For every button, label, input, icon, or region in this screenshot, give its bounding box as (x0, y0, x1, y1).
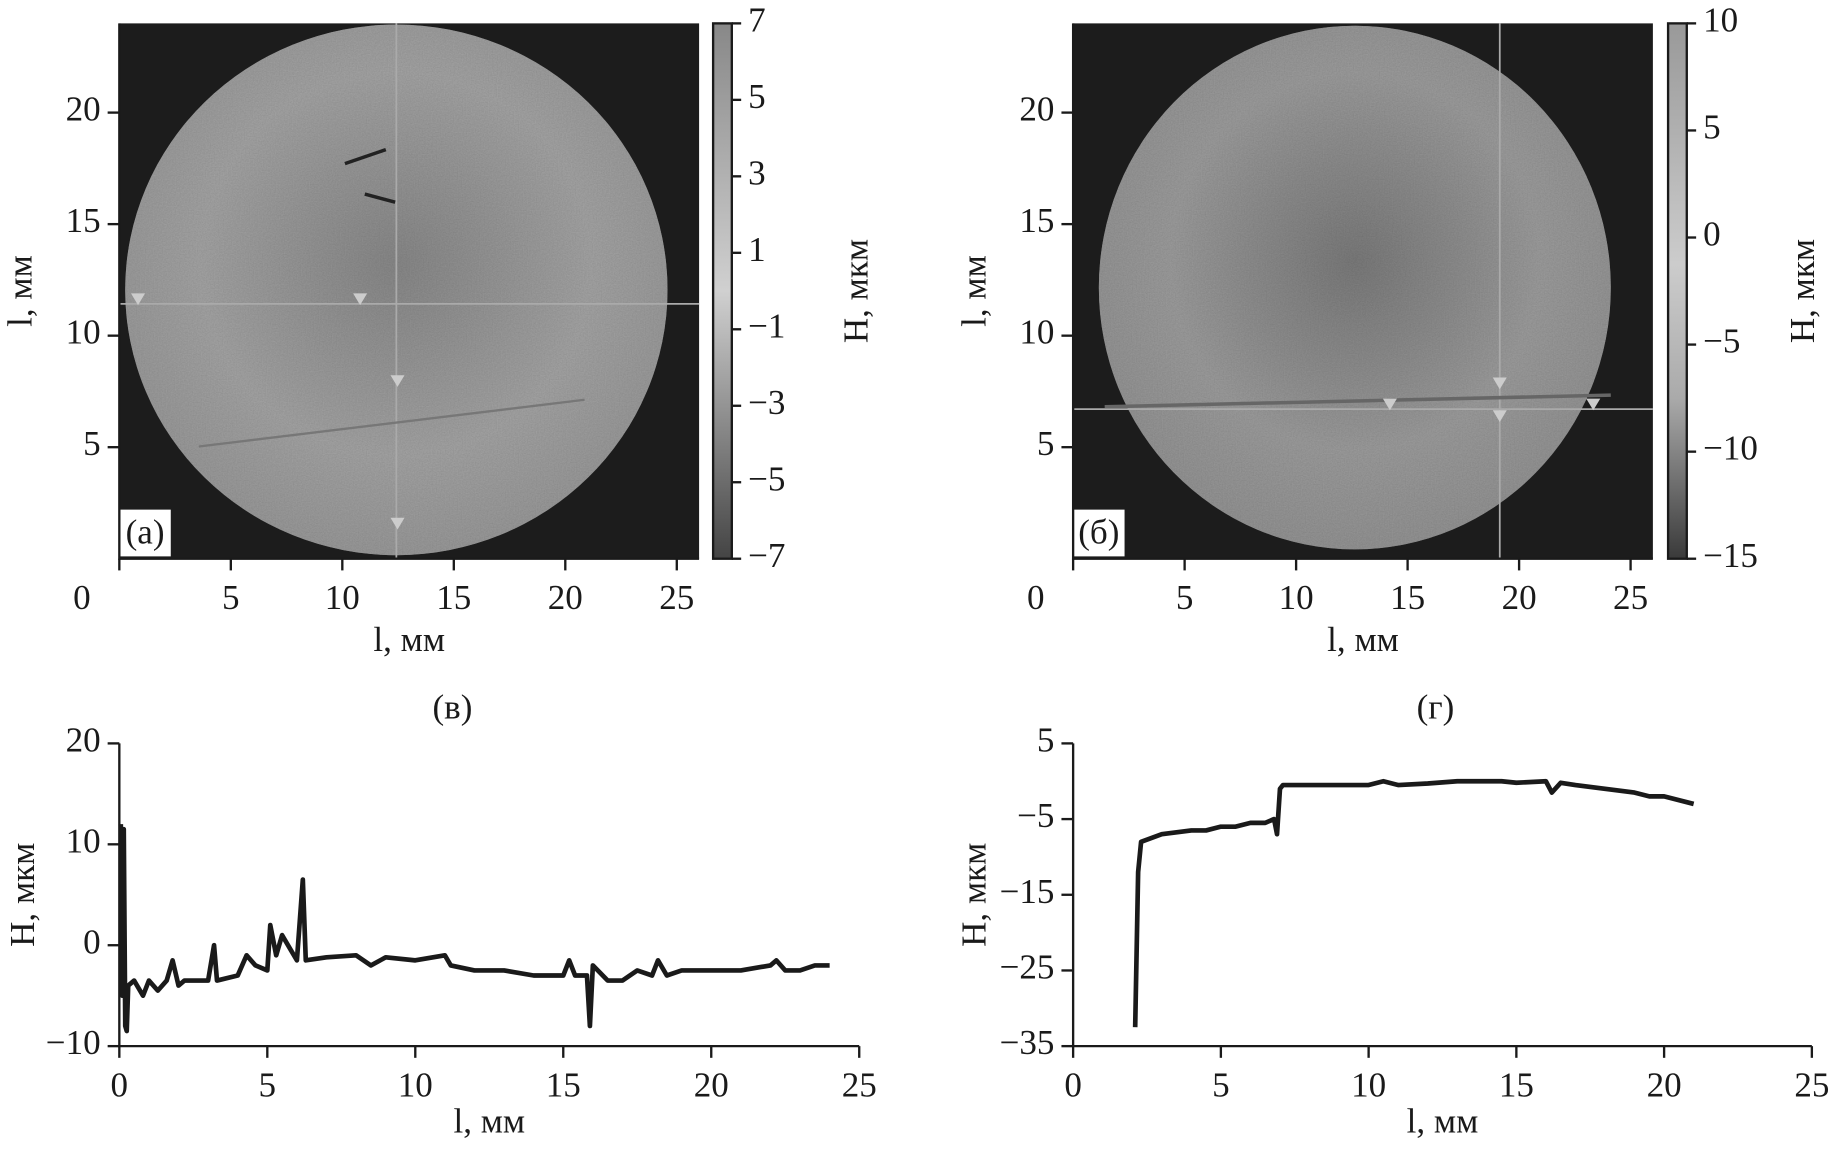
x-tick-label: 10 (325, 578, 360, 617)
data-line (1132, 778, 1695, 1028)
y-tick-label: 0 (83, 922, 101, 961)
x-tick-label: 20 (1502, 578, 1537, 617)
colorbar-tick-label: 3 (748, 153, 766, 192)
y-tick-label: 20 (1019, 90, 1054, 129)
y-tick-label: 20 (66, 720, 101, 759)
x-tick-label: 5 (259, 1065, 277, 1104)
y-tick-label: −35 (1000, 1023, 1055, 1062)
x-tick-label: 25 (1794, 1065, 1829, 1104)
colorbar-tick-label: −5 (748, 459, 785, 498)
y-tick-label: −15 (1000, 872, 1055, 911)
colorbar-tick-label: −1 (748, 306, 785, 345)
y-tick-label: −5 (1017, 796, 1054, 835)
data-line (118, 824, 830, 1034)
y-tick-label: 5 (83, 424, 101, 463)
colorbar-tick-label: −7 (748, 536, 785, 575)
colorbar-frame (1666, 22, 1688, 560)
colorbar-tick-label: 0 (1703, 215, 1721, 254)
y-axis-label: l, мм (954, 255, 993, 327)
y-tick-label: −25 (1000, 948, 1055, 987)
x-axis-label: l, мм (1327, 620, 1399, 659)
axis-line (118, 743, 860, 1048)
x-tick-label: 0 (1027, 578, 1045, 617)
x-axis-label: l, мм (373, 620, 445, 659)
colorbar-label: H, мкм (1783, 239, 1822, 343)
x-tick-label: 15 (546, 1065, 581, 1104)
y-tick-label: 15 (66, 201, 101, 240)
x-tick-label: 0 (1064, 1065, 1082, 1104)
colorbar-tick-label: 10 (1703, 0, 1738, 39)
axis-line (118, 23, 700, 560)
x-axis-label: l, мм (1407, 1102, 1479, 1141)
x-tick-label: 25 (842, 1065, 877, 1104)
y-tick-label: 5 (1037, 720, 1055, 759)
y-tick-label: 10 (1019, 313, 1054, 352)
panel-label: (г) (1417, 688, 1455, 727)
y-tick-label: 10 (66, 313, 101, 352)
colorbar-tick-label: −3 (748, 383, 785, 422)
colorbar-label: H, мкм (836, 239, 875, 343)
colorbar (713, 23, 732, 559)
colorbar-tick-label: 5 (748, 77, 766, 116)
y-tick-label: 15 (1019, 201, 1054, 240)
x-tick-label: 0 (73, 578, 91, 617)
x-tick-label: 10 (1279, 578, 1314, 617)
colorbar-tick-label: 5 (1703, 107, 1721, 146)
x-tick-label: 10 (398, 1065, 433, 1104)
y-tick-label: 20 (66, 90, 101, 129)
x-tick-label: 10 (1351, 1065, 1386, 1104)
x-tick-label: 5 (1176, 578, 1194, 617)
colorbar-frame (711, 22, 733, 560)
colorbar-tick-label: −5 (1703, 322, 1740, 361)
x-tick-label: 15 (436, 578, 471, 617)
y-axis-label: H, мкм (3, 843, 42, 947)
x-tick-label: 15 (1390, 578, 1425, 617)
x-tick-label: 15 (1499, 1065, 1534, 1104)
x-tick-label: 5 (1212, 1065, 1230, 1104)
colorbar (1668, 23, 1687, 559)
colorbar-tick-label: −10 (1703, 429, 1758, 468)
y-tick-label: −10 (46, 1023, 101, 1062)
x-tick-label: 20 (548, 578, 583, 617)
y-tick-label: 5 (1037, 424, 1055, 463)
x-tick-label: 0 (111, 1065, 129, 1104)
x-tick-label: 20 (1647, 1065, 1682, 1104)
colorbar-tick-label: −15 (1703, 536, 1758, 575)
surface-image (1073, 23, 1653, 559)
axis-line (1071, 743, 1812, 1048)
y-tick-label: 10 (66, 821, 101, 860)
surface-image (119, 23, 700, 559)
colorbar-tick-label: 7 (748, 0, 766, 39)
panel-label: (в) (433, 688, 473, 727)
y-axis-label: l, мм (1, 255, 40, 327)
axis-line (1071, 23, 1653, 560)
colorbar-tick-label: 1 (748, 230, 766, 269)
panel-label: (а) (126, 512, 165, 551)
panel-label: (б) (1078, 512, 1119, 551)
x-tick-label: 20 (694, 1065, 729, 1104)
x-axis-label: l, мм (453, 1102, 525, 1141)
y-axis-label: H, мкм (954, 843, 993, 947)
x-tick-label: 25 (659, 578, 694, 617)
x-tick-label: 5 (222, 578, 240, 617)
x-tick-label: 25 (1613, 578, 1648, 617)
